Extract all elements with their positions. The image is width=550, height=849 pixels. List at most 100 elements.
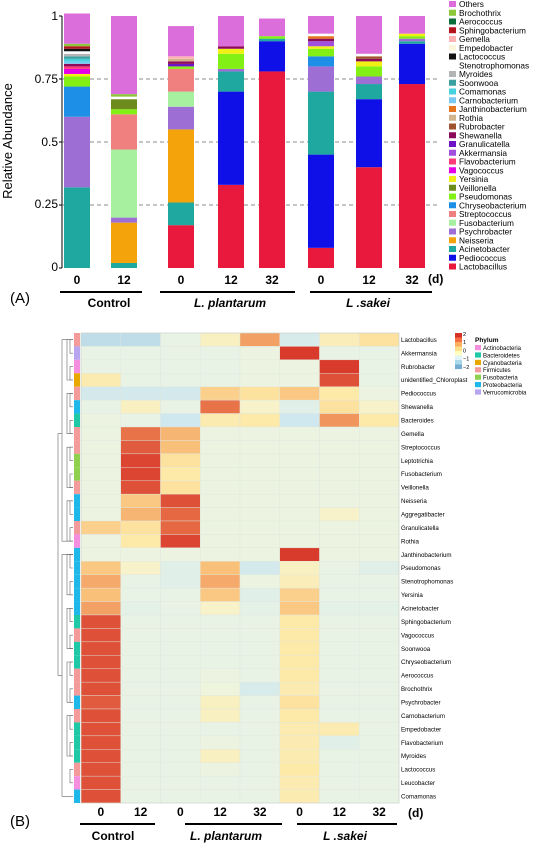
group-label: L. plantarum bbox=[190, 829, 262, 843]
phylum-cell bbox=[74, 494, 80, 508]
legend-label: Chryseobacterium bbox=[459, 200, 526, 210]
x-tick-label: 0 bbox=[178, 273, 185, 287]
heatmap-cell bbox=[319, 547, 360, 562]
heatmap-cell bbox=[160, 641, 201, 656]
row-label: Gemella bbox=[401, 431, 425, 438]
row-label: Stenotrophomonas bbox=[401, 579, 453, 586]
phylum-cell bbox=[74, 561, 80, 575]
heatmap-cell bbox=[120, 789, 161, 804]
heatmap-cell bbox=[239, 601, 280, 616]
heatmap-cell bbox=[120, 426, 161, 441]
phylum-cell bbox=[74, 413, 80, 427]
row-label: Chryseobacterium bbox=[401, 659, 451, 666]
heatmap-cell bbox=[359, 359, 400, 374]
phylum-cell bbox=[74, 507, 80, 521]
heatmap-cell bbox=[160, 708, 201, 723]
bar-segment bbox=[111, 217, 137, 223]
heatmap-cell bbox=[239, 722, 280, 737]
heatmap-cell bbox=[120, 749, 161, 763]
bar-segment bbox=[308, 56, 334, 67]
heatmap-cell bbox=[200, 681, 241, 696]
heatmap-cell bbox=[239, 775, 280, 790]
legend-label: Pediococcus bbox=[459, 253, 506, 263]
phylum-label: Firmicutes bbox=[483, 368, 511, 374]
heatmap-cell bbox=[239, 359, 280, 374]
heatmap-cell bbox=[319, 655, 360, 669]
heatmap-cell bbox=[319, 399, 360, 414]
legend-label: Veillonella bbox=[459, 183, 497, 193]
bar-segment bbox=[64, 66, 90, 69]
heatmap-cell bbox=[279, 668, 320, 683]
heatmap-cell bbox=[239, 762, 280, 777]
bar-segment bbox=[64, 43, 90, 47]
bar-segment bbox=[64, 53, 90, 57]
row-label: Akkermansia bbox=[401, 350, 437, 357]
legend-swatch bbox=[449, 193, 456, 200]
row-label: Leucobacter bbox=[401, 780, 435, 787]
group-label: Control bbox=[88, 296, 131, 310]
phylum-cell bbox=[74, 709, 80, 723]
bar-segment bbox=[64, 58, 90, 62]
legend-label: Soonwooa bbox=[459, 78, 499, 88]
phylum-cell bbox=[74, 722, 80, 736]
bar-segment bbox=[64, 63, 90, 67]
heatmap-cell bbox=[279, 561, 320, 575]
bar-segment bbox=[308, 41, 334, 47]
heatmap-cell bbox=[120, 722, 161, 737]
phylum-swatch bbox=[475, 352, 481, 358]
heatmap-cell bbox=[359, 386, 400, 401]
heatmap-cell bbox=[120, 762, 161, 777]
heatmap-cell bbox=[160, 467, 201, 481]
x-tick-label: 0 bbox=[177, 805, 184, 819]
bar-segment bbox=[168, 66, 194, 69]
heatmap-cell bbox=[80, 668, 121, 683]
heatmap-cell bbox=[200, 641, 241, 656]
heatmap-cell bbox=[279, 386, 320, 401]
heatmap-cell bbox=[319, 440, 360, 455]
heatmap-cell bbox=[319, 493, 360, 508]
bar-segment bbox=[356, 16, 382, 54]
legend-swatch bbox=[448, 61, 457, 69]
heatmap-cell bbox=[200, 399, 241, 414]
heatmap-cell bbox=[319, 534, 360, 549]
panel-a-yticks: 0 0.25 0.5 0.75 1 bbox=[35, 9, 59, 274]
heatmap-cell bbox=[319, 453, 360, 468]
heatmap-cell bbox=[359, 547, 400, 562]
heatmap-cell bbox=[279, 655, 320, 669]
heatmap-cell bbox=[120, 453, 161, 468]
heatmap-cell bbox=[279, 614, 320, 629]
heatmap-cell bbox=[200, 534, 241, 549]
heatmap-cell bbox=[200, 775, 241, 790]
legend-label: Gemella bbox=[459, 34, 490, 44]
bar-segment bbox=[399, 38, 425, 42]
heatmap-cell bbox=[120, 507, 161, 522]
phylum-cell bbox=[74, 655, 80, 669]
heatmap-cell bbox=[239, 641, 280, 656]
heatmap-cell bbox=[319, 332, 360, 347]
heatmap-cell bbox=[80, 789, 121, 804]
heatmap-cell bbox=[239, 493, 280, 508]
heatmap-cell bbox=[160, 453, 201, 468]
bar-segment bbox=[111, 96, 137, 100]
dendrogram-branch bbox=[69, 554, 73, 569]
legend-swatch bbox=[449, 1, 456, 7]
row-label: Yersinia bbox=[401, 592, 423, 599]
row-label: Rubrobacter bbox=[401, 364, 435, 371]
bar-segment bbox=[356, 84, 382, 100]
heatmap-cell bbox=[359, 413, 400, 428]
heatmap-cell bbox=[120, 561, 161, 575]
legend-label: Pseudomonas bbox=[459, 192, 512, 202]
heatmap-cell bbox=[279, 493, 320, 508]
phylum-cell bbox=[74, 467, 80, 481]
heatmap-cell bbox=[359, 762, 400, 777]
bar-segment bbox=[356, 58, 382, 62]
heatmap-cell bbox=[279, 332, 320, 347]
phylum-label: Bacteroidetes bbox=[483, 353, 520, 359]
row-label: Flavobacterium bbox=[401, 740, 443, 747]
heatmap-cell bbox=[120, 373, 161, 387]
heatmap-cell bbox=[359, 346, 400, 361]
scale-step bbox=[455, 342, 462, 347]
row-label: Rothia bbox=[401, 538, 419, 545]
bar-segment bbox=[64, 187, 90, 268]
legend-swatch bbox=[449, 71, 456, 77]
